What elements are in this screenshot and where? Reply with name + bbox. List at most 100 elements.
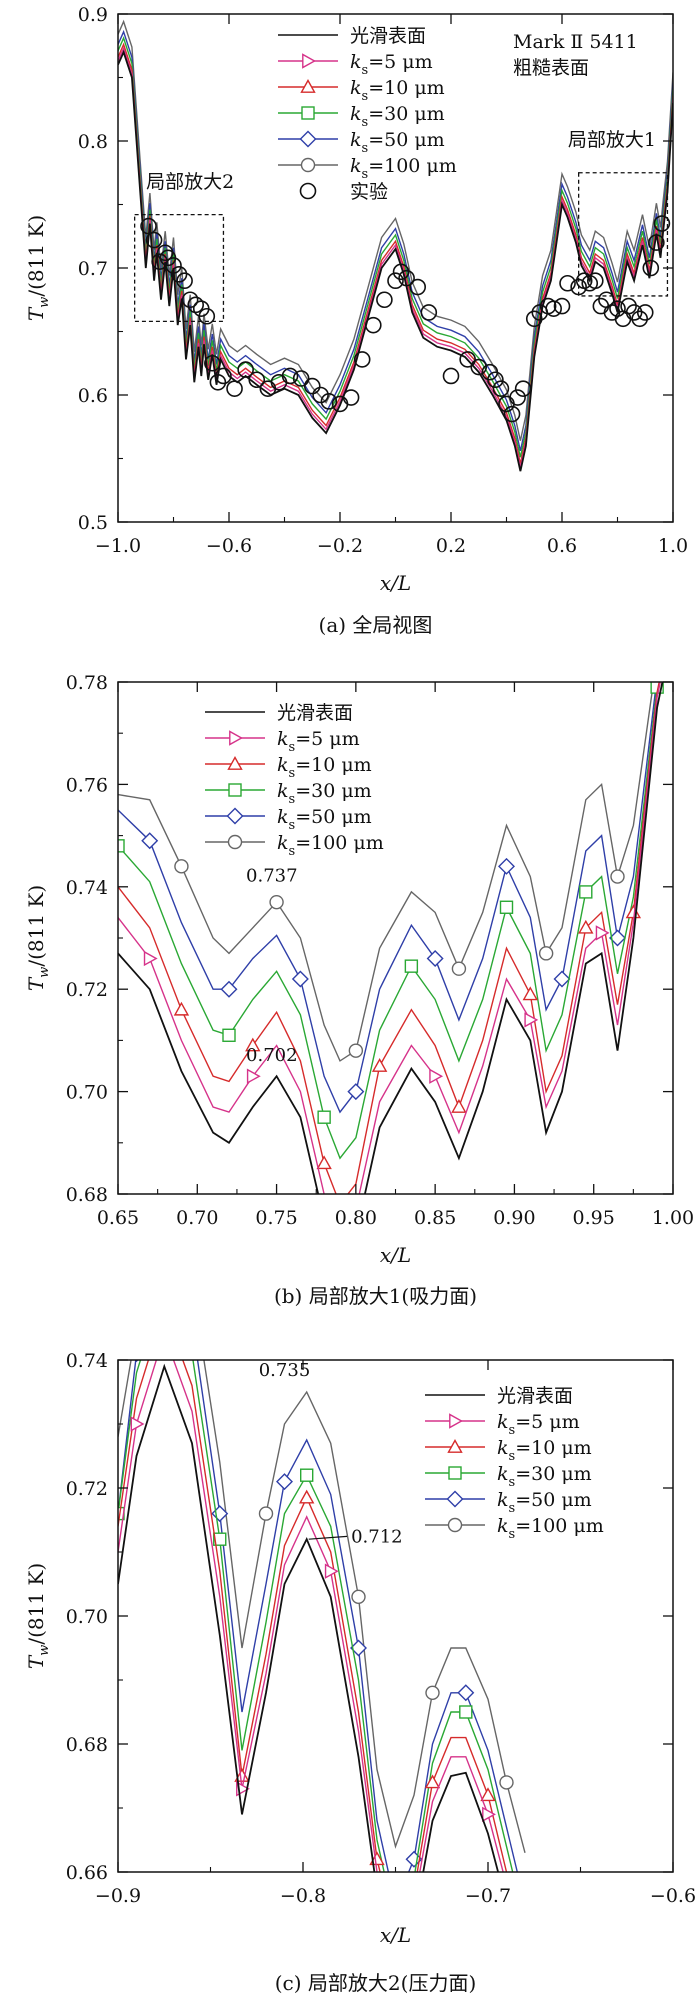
experiment-point <box>620 297 637 315</box>
data-point <box>451 1099 467 1113</box>
data-point <box>174 859 189 874</box>
series-line <box>118 1363 500 1872</box>
chart-panel-2: 0.65 0.70 0.75 0.80 0.85 0.90 0.95 1.00 0.68 0.70… <box>24 598 694 1308</box>
experiment-point <box>145 231 163 249</box>
legend-label: ks=100 μm <box>497 1515 604 1542</box>
annotation-title: Mark Ⅱ 5411 <box>513 31 638 53</box>
x-tick-label: 0.65 <box>97 1207 139 1229</box>
data-point <box>299 1489 315 1504</box>
legend-label: ks=50 μm <box>350 129 445 156</box>
series-line <box>118 1360 504 1872</box>
y-tick-label: 0.5 <box>78 512 108 534</box>
legend-entry: ks=10 μm <box>205 754 372 781</box>
legend-label: ks=10 μm <box>350 77 445 104</box>
value-annotation: 0.737 <box>246 866 298 887</box>
experiment-point <box>459 351 476 368</box>
legend-label: 光滑表面 <box>277 702 353 724</box>
legend-entry: ks=50 μm <box>278 129 445 156</box>
y-tick-label: 0.74 <box>66 1350 108 1372</box>
y-tick-label: 0.76 <box>66 774 108 796</box>
x-tick-label: −0.8 <box>280 1885 326 1907</box>
data-point <box>245 1037 261 1052</box>
legend-label: ks=100 μm <box>350 155 457 182</box>
legend-marker <box>300 79 316 93</box>
series-line <box>118 1360 514 1872</box>
x-tick-label: 0.6 <box>547 535 577 557</box>
data-point <box>666 598 681 613</box>
x-tick-label: −0.6 <box>206 535 252 557</box>
plot-frame <box>117 681 674 1195</box>
experiment-point <box>470 358 488 376</box>
legend-entry: ks=30 μm <box>425 1463 592 1490</box>
experiment-point <box>292 370 310 387</box>
experiment-point <box>398 269 415 287</box>
zoom-label-1: 局部放大1 <box>568 129 656 151</box>
value-annotation: 0.712 <box>351 1526 403 1547</box>
experiment-point <box>492 380 510 397</box>
data-point <box>609 929 626 947</box>
data-point <box>258 1506 274 1521</box>
experiment-point <box>392 263 410 281</box>
y-tick-label: 0.72 <box>66 979 108 1001</box>
data-point <box>553 970 571 988</box>
data-point <box>371 1058 388 1072</box>
legend-entry: ks=30 μm <box>278 103 445 130</box>
data-point <box>522 986 538 1001</box>
experiment-point <box>170 266 188 283</box>
y-tick-label: 0.68 <box>66 1734 108 1756</box>
experiment-point <box>636 304 654 321</box>
experiment-point <box>625 304 643 321</box>
legend-entry: ks=50 μm <box>425 1489 592 1516</box>
experiment-point <box>209 373 227 391</box>
data-point <box>173 1001 190 1016</box>
experiment-point <box>514 380 532 397</box>
y-axis-label: Tw/(811 K) <box>24 215 52 321</box>
series-line <box>118 1360 508 1872</box>
data-point <box>276 1473 293 1491</box>
legend-entry: 光滑表面 <box>425 1385 573 1407</box>
series-line <box>118 682 664 1194</box>
experiment-point <box>140 217 157 235</box>
y-tick-label: 0.72 <box>66 1478 108 1500</box>
experiment-point <box>609 300 626 317</box>
data-point <box>143 950 158 967</box>
series-line <box>118 682 660 1194</box>
value-annotation: 0.702 <box>246 1045 298 1066</box>
data-point <box>351 1589 366 1605</box>
experiment-point <box>653 215 671 232</box>
data-point <box>579 885 593 899</box>
experiment-point <box>648 234 665 251</box>
legend-label: 光滑表面 <box>497 1385 573 1407</box>
experiment-point <box>420 304 438 321</box>
legend-entry: 光滑表面 <box>205 702 353 724</box>
x-tick-label: 1.0 <box>658 535 688 557</box>
y-tick-label: 0.78 <box>66 672 108 694</box>
x-tick-label: 0.75 <box>255 1207 297 1229</box>
experiment-point <box>409 278 427 296</box>
data-point <box>480 1787 496 1802</box>
y-tick-label: 0.8 <box>78 131 108 153</box>
legend-label: ks=5 μm <box>350 51 433 78</box>
legend-entry: ks=10 μm <box>425 1437 592 1464</box>
x-tick-label: 1.00 <box>652 1207 694 1229</box>
x-tick-label: 0.85 <box>414 1207 456 1229</box>
plot-area <box>118 1302 526 1872</box>
experiment-point <box>237 361 254 378</box>
x-tick-label: −0.7 <box>465 1885 511 1907</box>
y-tick-label: 0.6 <box>78 385 108 407</box>
data-point <box>222 1028 236 1042</box>
legend-entry: ks=30 μm <box>205 780 372 807</box>
data-point <box>457 1684 475 1702</box>
plot-area <box>118 19 673 472</box>
data-point <box>158 1302 171 1314</box>
experiment-point <box>248 371 266 389</box>
experiment-point <box>545 300 562 317</box>
x-tick-label: −0.6 <box>650 1885 696 1907</box>
y-tick-label: 0.74 <box>66 877 108 899</box>
data-point <box>538 946 554 961</box>
figure-caption: (b) 局部放大1(吸力面) <box>274 1284 477 1308</box>
experiment-point <box>226 380 243 397</box>
experiment-point <box>281 367 299 385</box>
